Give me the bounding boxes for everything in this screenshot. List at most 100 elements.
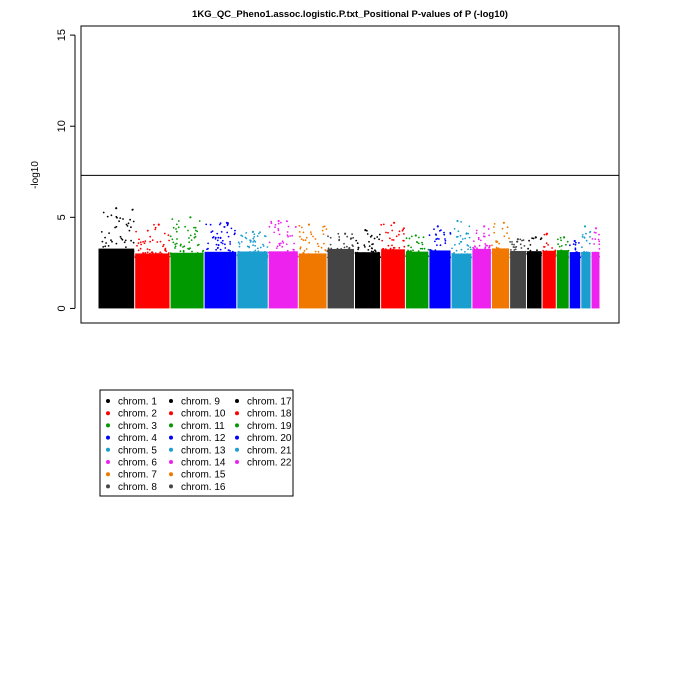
data-point [474,245,476,248]
data-point [278,242,281,245]
data-point [178,255,181,258]
data-point [114,256,117,259]
data-point [546,253,549,256]
legend-label: chrom. 17 [247,397,292,408]
data-point [233,233,236,236]
data-point [126,225,129,227]
data-point [168,256,171,258]
data-point [475,232,478,235]
dense-band [581,251,591,309]
data-point [268,256,271,259]
dense-band [429,250,451,309]
data-point [303,250,306,252]
data-point [300,238,303,241]
data-point [581,246,583,249]
data-point [574,241,577,244]
data-point [120,250,122,253]
data-point [526,253,528,255]
data-point [190,239,193,242]
data-point [316,242,319,245]
data-point [536,249,538,252]
data-point [278,244,281,247]
data-point [423,247,426,250]
data-point [293,242,295,245]
data-point [147,229,149,232]
data-point [206,248,208,251]
data-point [356,254,359,256]
data-point [132,252,134,255]
data-point [258,253,261,256]
data-point [486,244,489,247]
legend-label: chrom. 11 [181,421,225,432]
data-point [543,246,545,248]
data-point [402,256,405,259]
data-point [139,255,142,258]
data-point [585,232,587,235]
data-point [511,241,513,243]
data-point [196,253,198,256]
data-point [395,235,398,238]
data-point [284,255,286,258]
data-point [291,234,293,237]
data-point [565,254,567,257]
data-point [149,252,151,255]
data-point [240,234,243,237]
peak-point [534,236,537,239]
data-point [472,240,475,243]
data-point [556,254,559,257]
data-point [137,249,140,252]
data-point [219,256,222,258]
data-point [533,251,536,254]
data-point [277,222,280,225]
data-point [132,254,135,256]
data-point [188,241,191,244]
data-point [194,233,196,236]
data-point [158,252,161,255]
data-point [464,251,466,253]
data-point [455,249,458,252]
data-point [425,256,427,259]
data-point [189,247,192,250]
chromosome-points [236,230,269,309]
data-point [312,255,315,258]
data-point [580,255,583,257]
data-point [386,253,388,255]
data-point [296,255,299,258]
data-point [585,239,588,242]
legend-label: chrom. 19 [247,421,292,432]
data-point [224,247,227,249]
data-point [585,251,588,254]
data-point [360,256,363,258]
data-point [487,255,489,258]
data-point [154,226,157,229]
data-point [221,242,224,245]
data-point [245,237,248,240]
data-point [422,236,425,239]
data-point [340,252,342,255]
dense-band [451,253,472,309]
data-point [359,255,361,258]
data-point [302,231,305,234]
data-point [551,247,553,249]
data-point [106,251,109,253]
data-point [384,248,387,251]
data-point [594,251,597,254]
data-point [104,249,106,252]
chromosome-points [134,223,171,309]
data-point [100,231,103,233]
data-point [188,256,191,258]
data-point [307,253,310,255]
peak-point [594,227,598,230]
data-point [173,255,176,258]
legend-marker [235,435,239,440]
data-point [484,243,487,245]
peak-point [364,229,367,232]
legend-marker [169,399,173,403]
data-point [368,245,371,248]
data-point [298,255,301,258]
data-point [147,255,150,257]
data-point [581,236,584,238]
data-point [262,256,265,259]
data-point [356,242,359,245]
